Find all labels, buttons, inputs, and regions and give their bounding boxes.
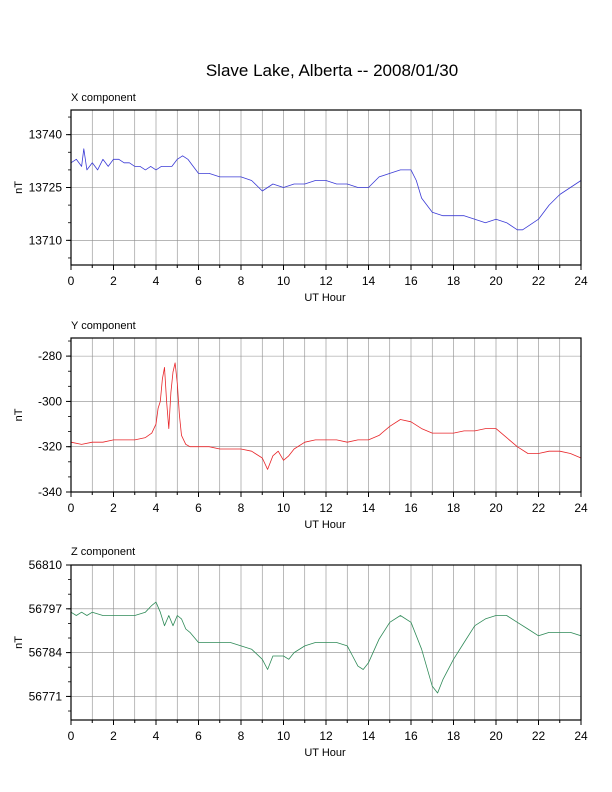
x-tick-label: 24 [574,729,588,743]
y-tick-label: -320 [38,440,62,454]
x-tick-label: 16 [404,729,418,743]
x-tick-label: 18 [447,501,461,515]
x-tick-label: 16 [404,274,418,288]
x-tick-label: 14 [362,729,376,743]
x-tick-label: 2 [110,501,117,515]
x-tick-label: 10 [277,501,291,515]
x-tick-label: 6 [195,729,202,743]
x-tick-label: 22 [532,501,546,515]
y-tick-label: 56771 [29,689,63,703]
data-series-line [70,148,582,231]
y-tick-label: -280 [38,349,62,363]
figure-title: Slave Lake, Alberta -- 2008/01/30 [206,61,458,80]
x-tick-label: 20 [489,501,503,515]
y-axis-label: nT [13,408,25,421]
x-tick-label: 20 [489,274,503,288]
x-tick-label: 22 [532,274,546,288]
x-tick-label: 14 [362,501,376,515]
x-tick-label: 8 [238,501,245,515]
y-axis-label: nT [13,636,25,649]
x-tick-label: 0 [68,274,75,288]
x-tick-label: 6 [195,501,202,515]
y-tick-label: 13740 [29,128,63,142]
data-series-line [70,601,582,694]
x-tick-label: 0 [68,501,75,515]
y-tick-label: 56810 [29,558,63,572]
x-tick-label: 14 [362,274,376,288]
y-axis-label: nT [13,181,25,194]
x-tick-label: 10 [277,274,291,288]
x-tick-label: 2 [110,274,117,288]
x-tick-label: 24 [574,274,588,288]
x-tick-label: 12 [319,729,333,743]
x-tick-label: 18 [447,729,461,743]
component-title: X component [71,92,136,104]
x-tick-label: 22 [532,729,546,743]
data-series-line [70,362,582,470]
x-tick-label: 4 [153,274,160,288]
component-title: Y component [71,320,136,332]
x-tick-label: 18 [447,274,461,288]
y-tick-label: 56784 [29,646,63,660]
component-title: Z component [71,546,135,558]
y-tick-label: 13710 [29,233,63,247]
x-tick-label: 2 [110,729,117,743]
y-tick-label: 13725 [29,181,63,195]
x-tick-label: 8 [238,729,245,743]
x-tick-label: 4 [153,501,160,515]
y-tick-label: -300 [38,394,62,408]
y-tick-label: -340 [38,485,62,499]
y-tick-label: 56797 [29,602,63,616]
x-tick-label: 8 [238,274,245,288]
x-tick-label: 20 [489,729,503,743]
x-tick-label: 6 [195,274,202,288]
x-tick-label: 12 [319,274,333,288]
x-axis-label: UT Hour [304,747,346,759]
x-tick-label: 4 [153,729,160,743]
x-tick-label: 0 [68,729,75,743]
x-tick-label: 16 [404,501,418,515]
x-tick-label: 10 [277,729,291,743]
x-tick-label: 12 [319,501,333,515]
x-axis-label: UT Hour [304,519,346,531]
x-tick-label: 24 [574,501,588,515]
x-axis-label: UT Hour [304,292,346,304]
